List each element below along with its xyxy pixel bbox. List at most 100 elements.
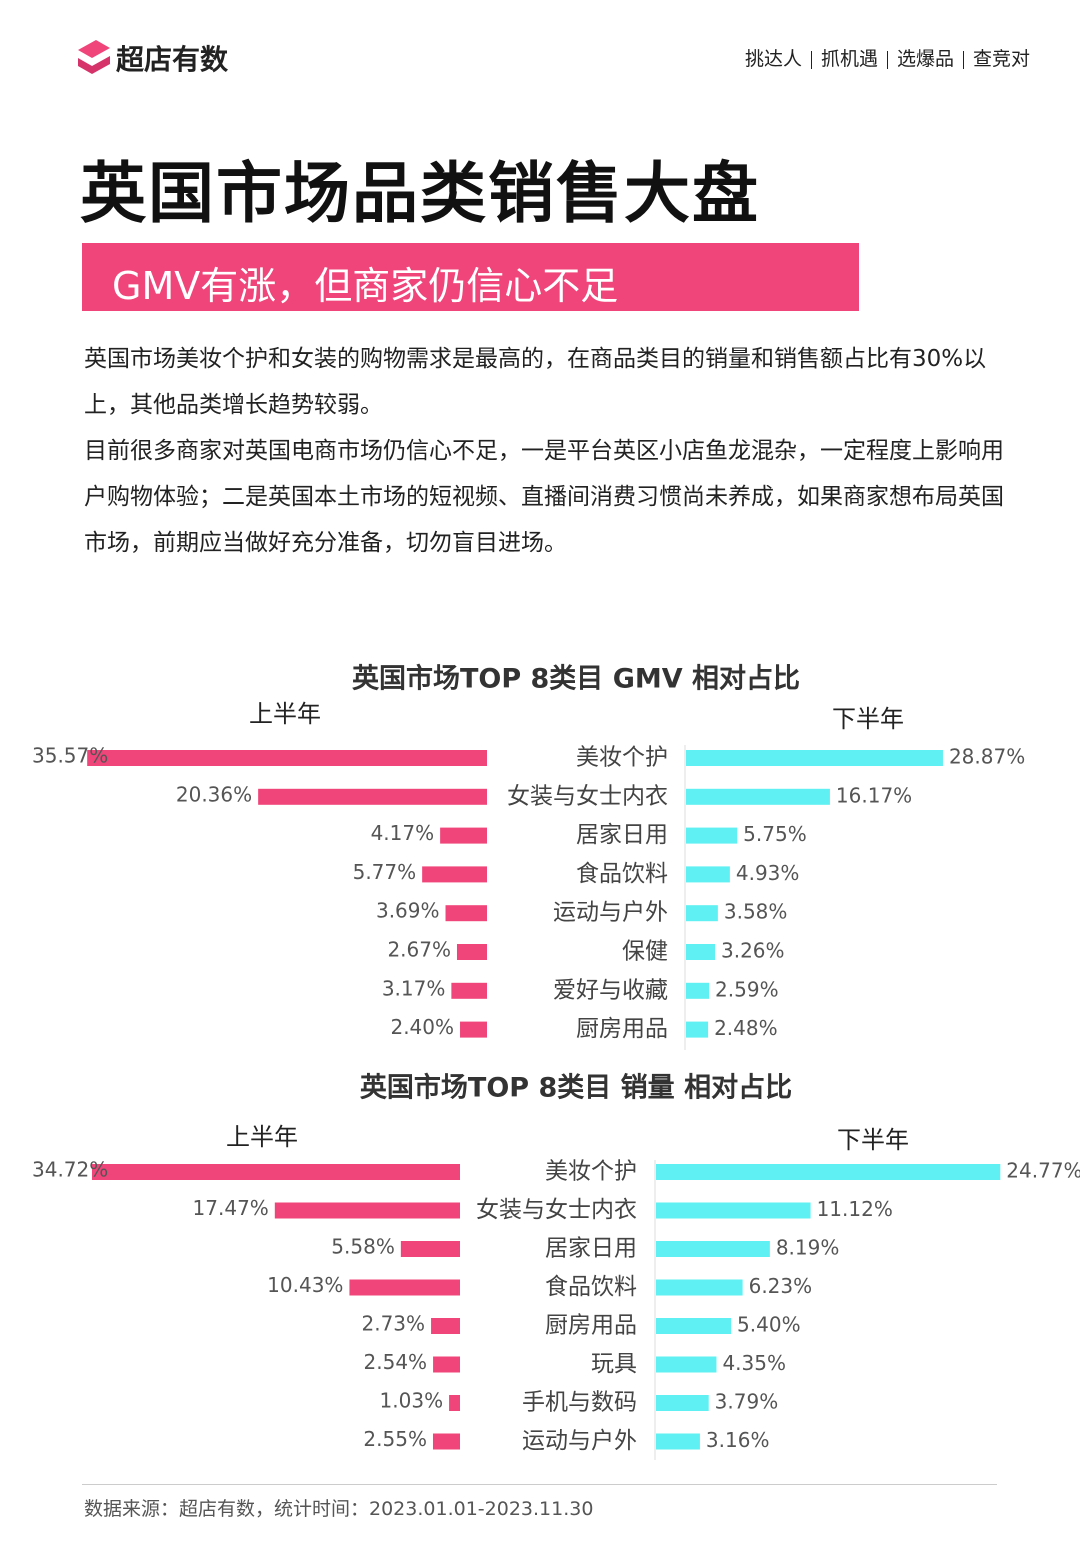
nav-item: 抓机遇 bbox=[820, 48, 878, 70]
bar bbox=[686, 982, 710, 999]
value-label: 2.55% bbox=[363, 1427, 427, 1451]
value-label: 10.43% bbox=[267, 1273, 343, 1297]
bar bbox=[656, 1279, 743, 1296]
bar bbox=[656, 1318, 732, 1334]
bar bbox=[433, 1356, 460, 1373]
value-label: 1.03% bbox=[380, 1389, 444, 1413]
category-label: 女装与女士内衣 bbox=[476, 1197, 637, 1223]
value-label: 4.17% bbox=[371, 821, 435, 845]
bar bbox=[686, 750, 943, 766]
value-label: 2.54% bbox=[364, 1350, 428, 1374]
value-label: 3.79% bbox=[715, 1390, 779, 1414]
category-label: 手机与数码 bbox=[522, 1390, 637, 1416]
value-label: 28.87% bbox=[949, 745, 1025, 769]
brand: 超店有数 bbox=[116, 43, 229, 76]
category-label: 厨房用品 bbox=[545, 1313, 637, 1339]
bar bbox=[456, 944, 487, 960]
chart-title: 英国市场TOP 8类目 销量 相对占比 bbox=[360, 1072, 792, 1104]
category-label: 厨房用品 bbox=[576, 1016, 668, 1042]
value-label: 3.58% bbox=[724, 900, 788, 924]
bar bbox=[656, 1241, 770, 1257]
category-label: 保健 bbox=[622, 939, 668, 965]
bar bbox=[460, 1021, 487, 1038]
legend-label: 上半年 bbox=[226, 1123, 298, 1151]
category-label: 美妆个护 bbox=[545, 1159, 637, 1185]
bar bbox=[686, 944, 716, 960]
subtitle-banner: GMV有涨，但商家仍信心不足 bbox=[82, 243, 859, 311]
bar bbox=[656, 1395, 709, 1411]
value-label: 6.23% bbox=[749, 1274, 813, 1298]
legend-label: 上半年 bbox=[249, 700, 321, 728]
value-label: 3.26% bbox=[721, 939, 785, 963]
bar bbox=[656, 1164, 1001, 1180]
bar bbox=[87, 750, 487, 766]
value-label: 24.77% bbox=[1006, 1159, 1080, 1183]
value-label: 34.72% bbox=[32, 1158, 108, 1182]
nav-separator bbox=[962, 50, 964, 69]
nav-separator bbox=[810, 50, 812, 69]
subtitle: GMV有涨，但商家仍信心不足 bbox=[112, 264, 619, 308]
title: 英国市场品类销售大盘 bbox=[80, 155, 760, 232]
chart-title: 英国市场TOP 8类目 GMV 相对占比 bbox=[352, 663, 800, 695]
bar bbox=[258, 788, 487, 805]
value-label: 16.17% bbox=[836, 783, 912, 807]
value-label: 35.57% bbox=[32, 744, 108, 768]
value-label: 2.67% bbox=[387, 938, 451, 962]
category-label: 女装与女士内衣 bbox=[507, 783, 668, 809]
nav-item: 查竞对 bbox=[972, 48, 1030, 70]
legend-label: 下半年 bbox=[832, 705, 904, 733]
nav-separator bbox=[886, 50, 888, 69]
footer-rule bbox=[82, 1484, 997, 1485]
bar bbox=[400, 1241, 460, 1257]
nav-item: 挑达人 bbox=[744, 48, 802, 70]
bar bbox=[274, 1202, 460, 1219]
bar bbox=[422, 866, 487, 883]
bar bbox=[449, 1395, 460, 1411]
value-label: 4.35% bbox=[722, 1351, 786, 1375]
value-label: 3.17% bbox=[382, 976, 446, 1000]
category-label: 食品饮料 bbox=[545, 1274, 637, 1300]
category-label: 居家日用 bbox=[576, 822, 668, 848]
bar bbox=[445, 905, 487, 922]
bar bbox=[451, 982, 487, 999]
bar bbox=[349, 1279, 460, 1296]
bar bbox=[686, 866, 730, 883]
value-label: 5.77% bbox=[353, 860, 417, 884]
category-label: 食品饮料 bbox=[576, 861, 668, 887]
value-label: 5.58% bbox=[331, 1235, 395, 1259]
bar bbox=[686, 788, 830, 805]
value-label: 8.19% bbox=[776, 1236, 840, 1260]
nav-item: 选爆品 bbox=[896, 48, 954, 70]
bar bbox=[432, 1433, 460, 1450]
category-label: 玩具 bbox=[591, 1351, 637, 1377]
nav: 挑达人 抓机遇 选爆品 查竞对 bbox=[745, 44, 1030, 71]
bar bbox=[431, 1318, 460, 1334]
value-label: 2.48% bbox=[714, 1016, 778, 1040]
value-label: 17.47% bbox=[193, 1196, 269, 1220]
bar bbox=[686, 1021, 709, 1038]
paragraph: 目前很多商家对英国电商市场仍信心不足，一是平台英区小店鱼龙混杂，一定程度上影响用… bbox=[84, 438, 1004, 556]
bar bbox=[656, 1356, 717, 1373]
logo bbox=[78, 40, 110, 74]
bar bbox=[440, 827, 487, 844]
category-label: 运动与户外 bbox=[553, 900, 668, 926]
value-label: 2.73% bbox=[362, 1312, 426, 1336]
value-label: 3.16% bbox=[706, 1428, 770, 1452]
value-label: 2.59% bbox=[715, 977, 779, 1001]
bar bbox=[656, 1433, 700, 1450]
category-label: 居家日用 bbox=[545, 1236, 637, 1262]
bar bbox=[686, 827, 738, 844]
value-label: 11.12% bbox=[817, 1197, 893, 1221]
category-label: 运动与户外 bbox=[522, 1428, 637, 1454]
value-label: 5.40% bbox=[737, 1313, 801, 1337]
value-label: 20.36% bbox=[176, 782, 252, 806]
bar bbox=[686, 905, 718, 922]
bar bbox=[91, 1164, 460, 1180]
body-text: 英国市场美妆个护和女装的购物需求是最高的，在商品类目的销量和销售额占比有30%以… bbox=[84, 336, 1004, 566]
value-label: 4.93% bbox=[736, 861, 800, 885]
value-label: 5.75% bbox=[743, 822, 807, 846]
category-label: 美妆个护 bbox=[576, 745, 668, 771]
paragraph: 英国市场美妆个护和女装的购物需求是最高的，在商品类目的销量和销售额占比有30%以… bbox=[84, 346, 987, 418]
